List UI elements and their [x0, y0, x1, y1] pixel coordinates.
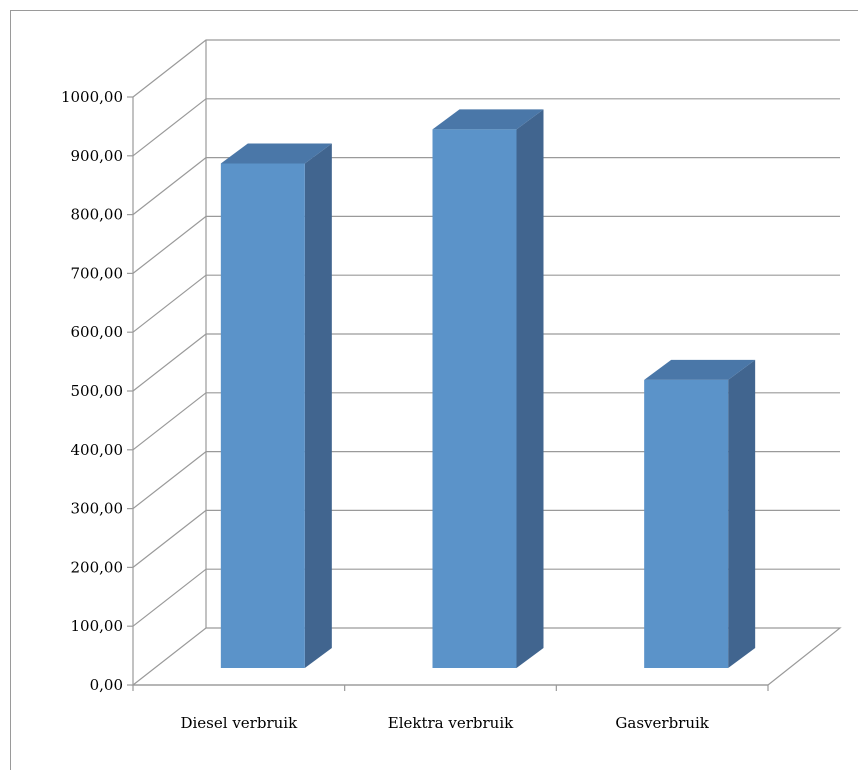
x-category-label: Diesel verbruik	[180, 714, 298, 732]
bar-side	[516, 109, 544, 669]
bar-front	[644, 379, 729, 668]
y-tick-label: 900,00	[71, 147, 124, 165]
chart-frame	[10, 10, 858, 770]
label-layer: 0,00 100,00 200,00 300,00 400,00 500,00 600,00…	[61, 88, 710, 732]
y-tick-label: 1000,00	[61, 88, 123, 106]
x-category-label: Gasverbruik	[615, 714, 709, 732]
bar-top	[432, 109, 544, 130]
bar-top	[644, 359, 756, 380]
y-tick-label: 100,00	[71, 617, 124, 635]
y-tick-label: 300,00	[71, 500, 124, 518]
y-tick-label: 700,00	[71, 264, 124, 282]
bar-front	[220, 163, 305, 668]
bar-front	[432, 129, 517, 669]
y-tick-label: 600,00	[71, 323, 124, 341]
gridline	[132, 39, 840, 98]
bar-layer	[220, 109, 756, 669]
y-tick-label: 800,00	[71, 206, 124, 224]
x-category-label: Elektra verbruik	[388, 714, 514, 732]
bar-top	[220, 143, 332, 164]
bar-side	[304, 143, 332, 669]
y-tick-label: 0,00	[90, 676, 123, 694]
bar-side	[728, 359, 756, 668]
y-tick-label: 500,00	[71, 382, 124, 400]
y-tick-label: 400,00	[71, 441, 124, 459]
axis-layer	[127, 40, 769, 691]
bar	[644, 359, 756, 668]
bar	[220, 143, 332, 669]
y-tick-label: 200,00	[71, 558, 124, 576]
bar	[432, 109, 544, 669]
